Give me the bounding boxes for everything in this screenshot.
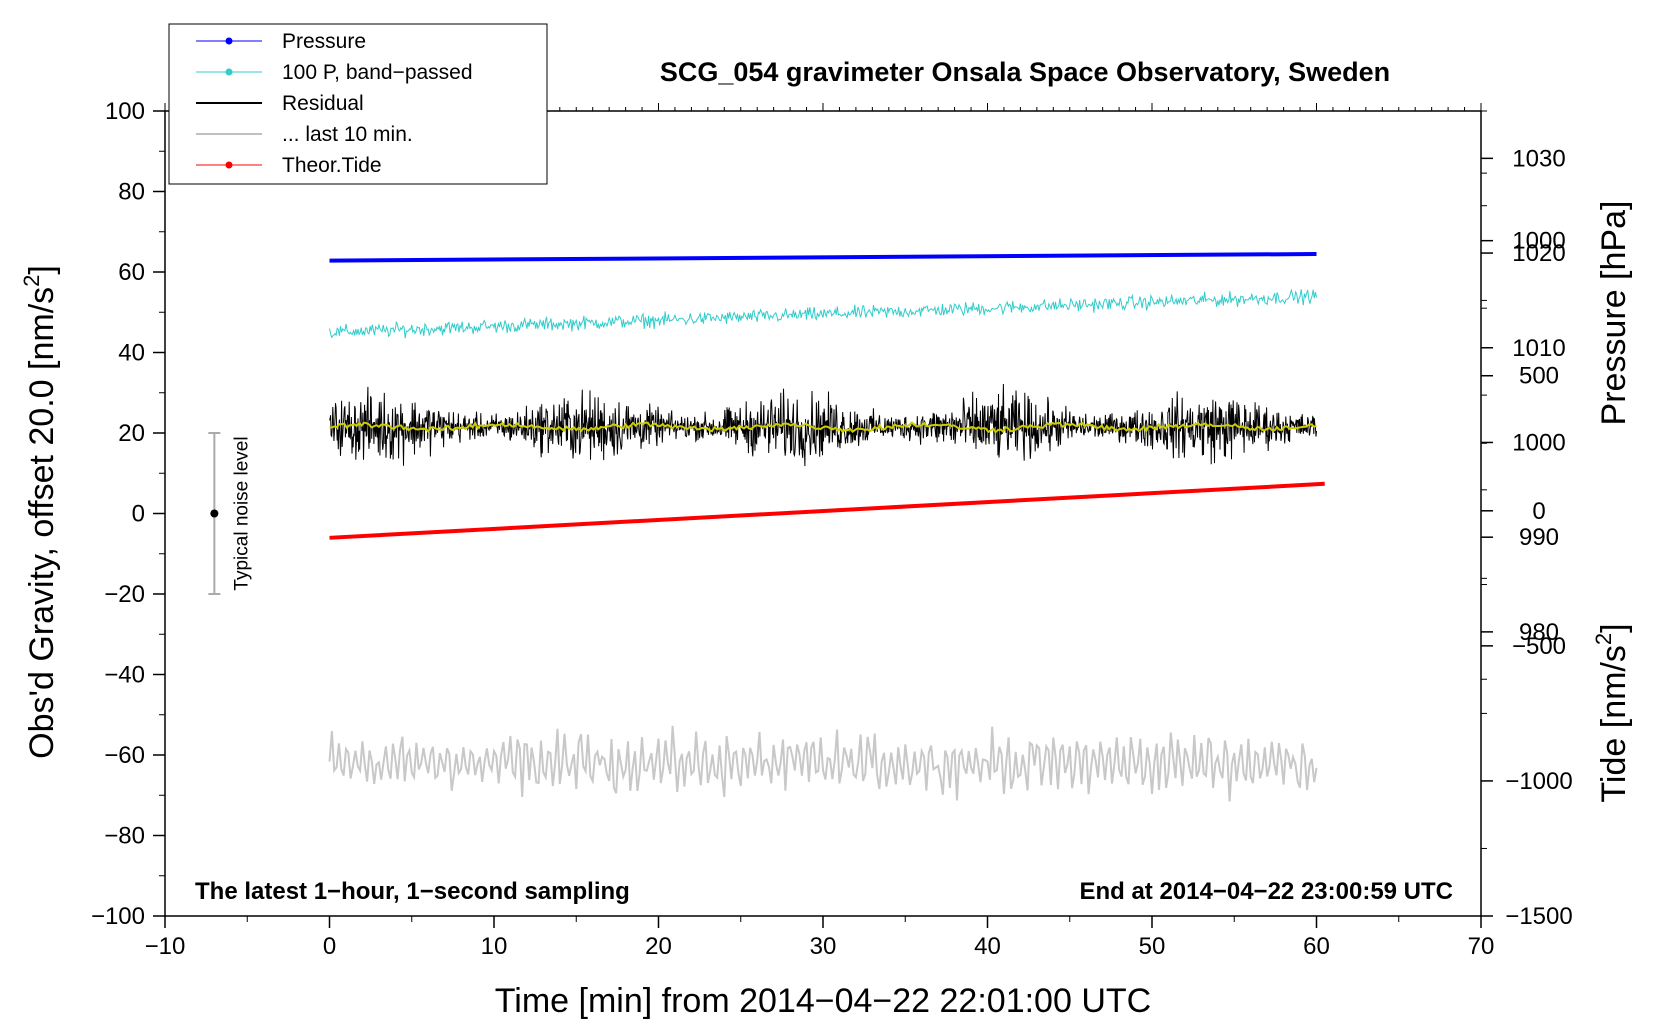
- chart-title: SCG_054 gravimeter Onsala Space Observat…: [660, 57, 1390, 87]
- x-axis-label: Time [min] from 2014−04−22 22:01:00 UTC: [495, 982, 1151, 1020]
- series-last-10-min: [328, 725, 1318, 802]
- legend-label: ... last 10 min.: [282, 123, 413, 146]
- legend-marker: [225, 161, 233, 169]
- series-layer: [328, 252, 1325, 802]
- series-residual: [329, 383, 1317, 467]
- tide-axis-label: Tide [nm/s2]: [1591, 623, 1633, 802]
- y-axis-label-end: ]: [23, 265, 61, 274]
- series-band-passed: [329, 288, 1317, 339]
- annotation-left: The latest 1−hour, 1−second sampling: [195, 878, 630, 905]
- legend-marker: [225, 68, 233, 76]
- pressure-axis-label: Pressure [hPa]: [1595, 201, 1633, 426]
- x-tick-label: 20: [645, 933, 672, 960]
- series-theor-tide: [329, 481, 1325, 540]
- legend-label: Pressure: [282, 30, 366, 53]
- tide-tick-label: −1500: [1505, 903, 1572, 930]
- x-tick-label: 0: [323, 933, 336, 960]
- x-tick-label: 40: [974, 933, 1001, 960]
- y-tick-label: −60: [104, 742, 145, 769]
- y-axis-label-main: Obs'd Gravity, offset 20.0 [nm/s: [23, 287, 61, 759]
- x-tick-label: 30: [810, 933, 837, 960]
- y-tick-label: −20: [104, 581, 145, 608]
- x-tick-label: 70: [1468, 933, 1495, 960]
- legend-label: Residual: [282, 92, 364, 115]
- noise-bar-center-dot: [210, 509, 219, 518]
- annotation-right: End at 2014−04−22 23:00:59 UTC: [1079, 878, 1453, 905]
- x-tick-label: 60: [1303, 933, 1330, 960]
- legend: Pressure 100 P, band−passed Residual ... la…: [168, 23, 548, 185]
- tide-axis-label-sup: 2: [1591, 633, 1616, 645]
- y-tick-label: 20: [118, 420, 145, 447]
- pressure-tick-label: 990: [1519, 524, 1559, 551]
- y-axis-label-sup: 2: [19, 275, 44, 287]
- tide-axis-ticks: −1500 −1000 −500 0 500 1000: [1481, 172, 1573, 930]
- x-axis-ticks: −10 0 10 20 30 40 50 60 70: [145, 103, 1495, 960]
- y-tick-label: 0: [132, 501, 145, 528]
- y-tick-label: −80: [104, 823, 145, 850]
- series-pressure: [329, 252, 1317, 263]
- pressure-axis-ticks: 980 990 1000 1010 1020 1030: [1481, 110, 1566, 680]
- y-tick-label: 80: [118, 179, 145, 206]
- tide-axis-label-main: Tide [nm/s: [1595, 645, 1633, 802]
- noise-bar-label: Typical noise level: [231, 436, 252, 590]
- y-tick-label: −100: [91, 903, 145, 930]
- y-tick-label: 40: [118, 340, 145, 367]
- tide-axis-label-end: ]: [1595, 623, 1633, 632]
- legend-marker: [225, 37, 233, 45]
- pressure-tick-label: 980: [1519, 619, 1559, 646]
- pressure-tick-label: 1020: [1512, 240, 1565, 267]
- x-tick-label: 10: [481, 933, 508, 960]
- legend-label: 100 P, band−passed: [282, 61, 473, 84]
- legend-label: Theor.Tide: [282, 154, 382, 177]
- y-tick-label: 60: [118, 259, 145, 286]
- series-smoothed: [329, 421, 1317, 434]
- x-tick-label: −10: [145, 933, 186, 960]
- tide-tick-label: −1000: [1505, 768, 1572, 795]
- tide-tick-label: 500: [1519, 363, 1559, 390]
- y-axis-ticks: −100 −80 −60 −40 −20 0 20 40 60 80 100: [91, 98, 165, 930]
- x-tick-label: 50: [1139, 933, 1166, 960]
- pressure-tick-label: 1000: [1512, 429, 1565, 456]
- tide-tick-label: 1000: [1512, 228, 1565, 255]
- noise-bar: Typical noise level: [208, 432, 252, 595]
- tide-tick-label: 0: [1532, 498, 1545, 525]
- tide-tick-label: −500: [1512, 633, 1566, 660]
- pressure-tick-label: 1030: [1512, 145, 1565, 172]
- pressure-tick-label: 1010: [1512, 335, 1565, 362]
- y-tick-label: 100: [105, 98, 145, 125]
- y-axis-label: Obs'd Gravity, offset 20.0 [nm/s2]: [19, 265, 61, 759]
- y-tick-label: −40: [104, 662, 145, 689]
